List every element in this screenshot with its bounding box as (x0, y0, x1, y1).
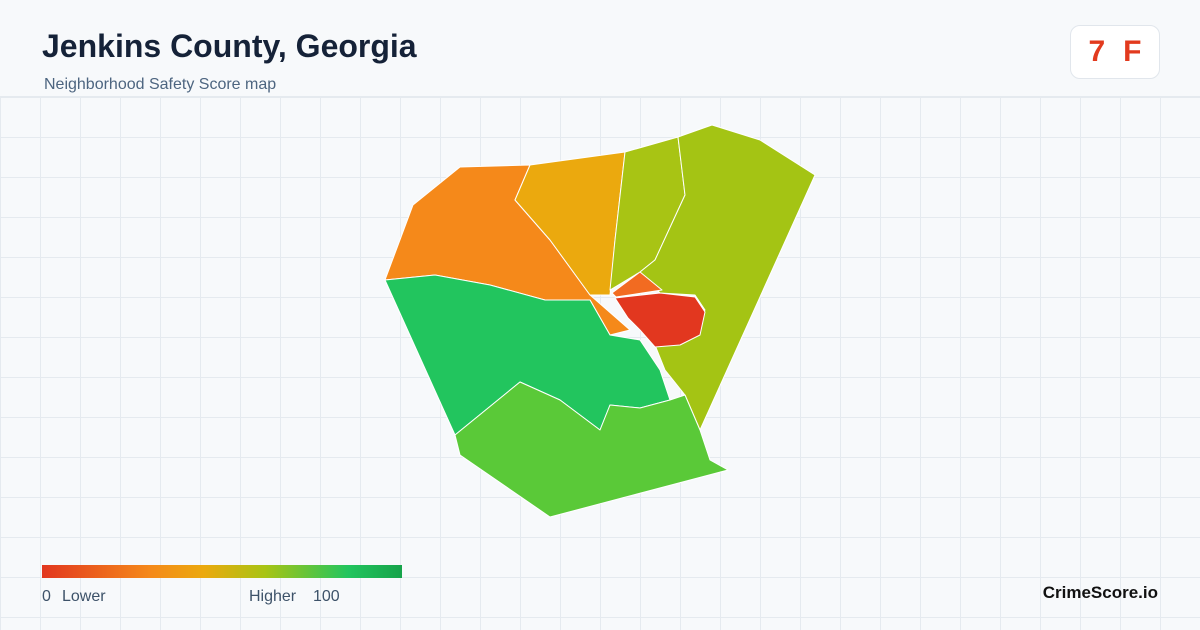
region (454, 381, 729, 518)
legend-min-label: Lower (62, 588, 106, 605)
legend-gradient (42, 565, 402, 578)
header: Jenkins County, Georgia Neighborhood Saf… (0, 0, 1200, 97)
score: 7 (1088, 35, 1106, 68)
score-badge: 7 F (1070, 25, 1160, 79)
region (614, 292, 706, 348)
legend-max-label: Higher (249, 588, 297, 605)
grade: F (1123, 35, 1142, 68)
title: Jenkins County, Georgia (42, 28, 417, 64)
region (611, 271, 663, 298)
subtitle: Neighborhood Safety Score map (44, 76, 277, 93)
brand: CrimeScore.io (1042, 583, 1158, 602)
legend-min: 0 (42, 588, 51, 605)
legend-max: 100 (313, 588, 340, 605)
